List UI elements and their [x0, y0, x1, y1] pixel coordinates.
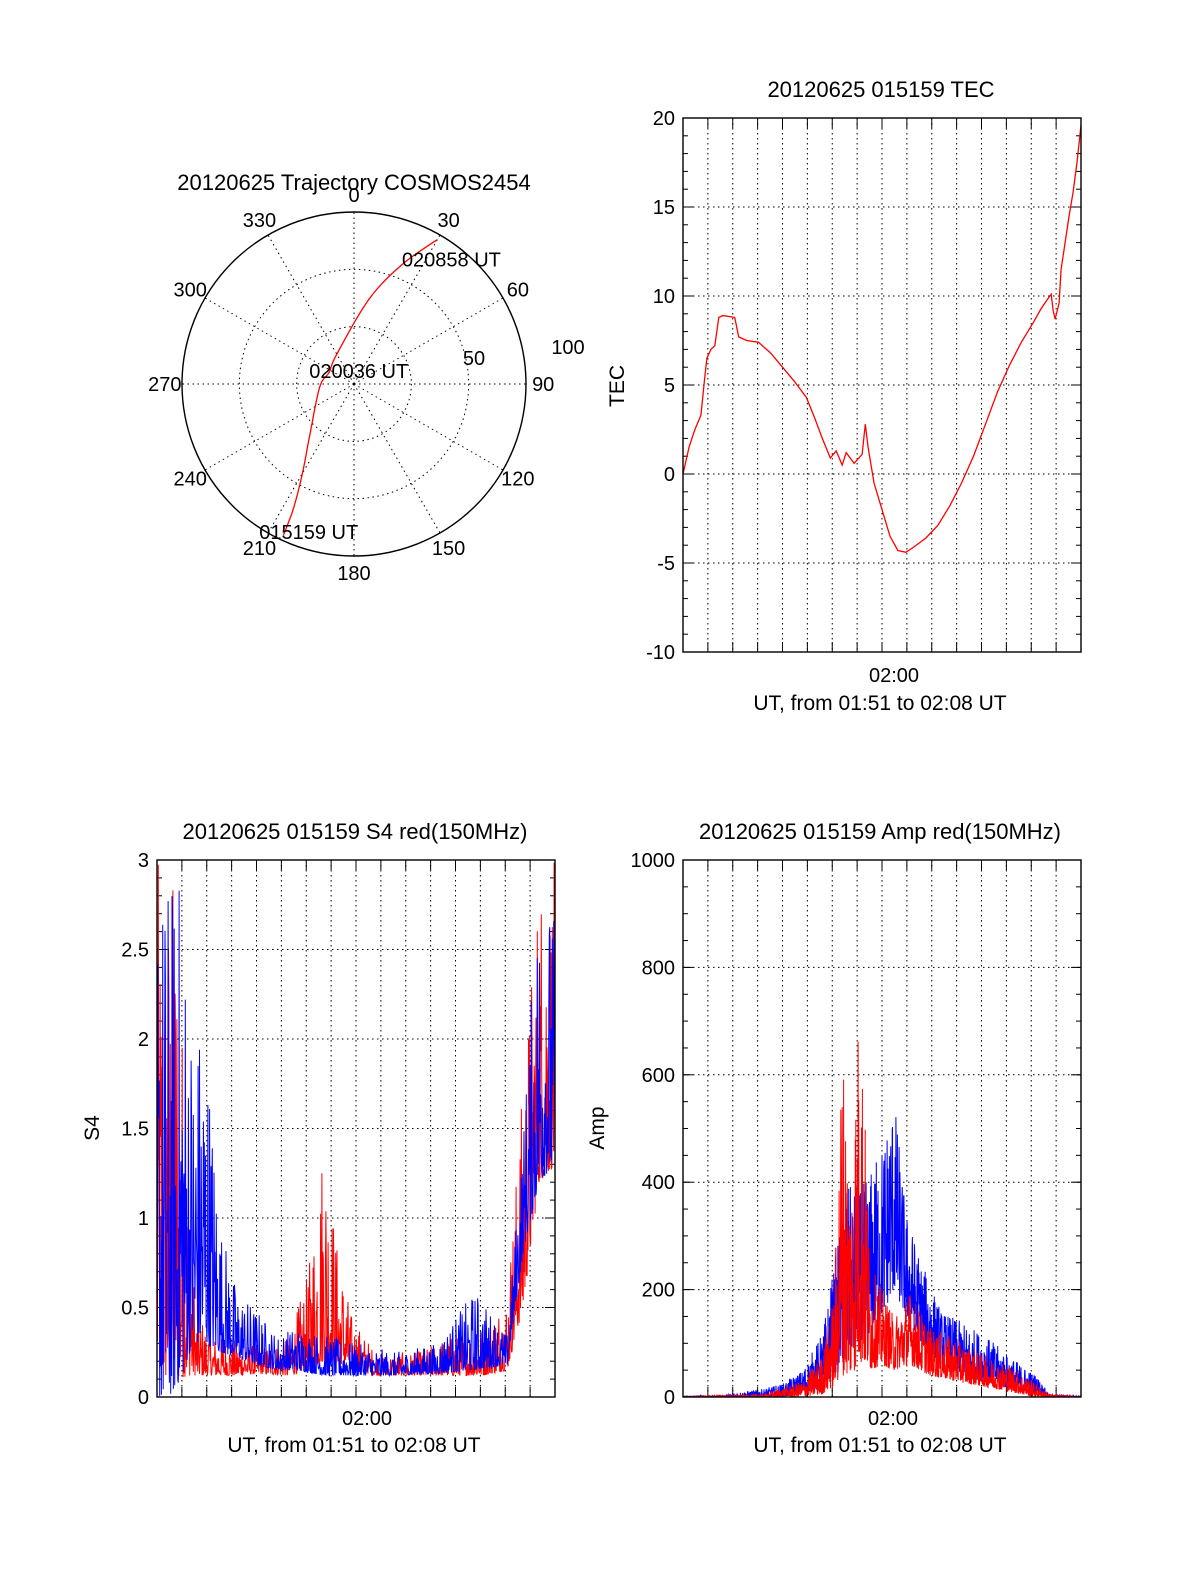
plot-frame [156, 859, 556, 1398]
trajectory-panel: 20120625 Trajectory COSMOS2454 0 30 60 90 12… [148, 170, 585, 585]
tec-xtick: 02:00 [869, 665, 919, 687]
s4-xtick: 02:00 [342, 1408, 392, 1430]
trajectory-line [282, 238, 438, 536]
amp-xlabel: UT, from 01:51 to 02:08 UT [753, 1434, 1006, 1457]
y-tick-label: 20 [653, 108, 675, 130]
trajectory-time-label: 020036 UT [309, 361, 408, 383]
radius-label-100: 100 [551, 337, 584, 359]
y-tick-label: 2.5 [121, 940, 149, 962]
polar-spoke-60 [353, 297, 504, 385]
y-tick-label: 0 [664, 1387, 675, 1409]
polar-spoke-240 [204, 383, 355, 471]
polar-grid [181, 211, 527, 557]
azimuth-label-150: 150 [432, 538, 465, 560]
polar-ring-1 [296, 326, 412, 442]
polar-spoke-330 [267, 234, 355, 385]
y-tick-label: 0 [138, 1387, 149, 1409]
polar-spoke-300 [204, 297, 355, 385]
s4-title: 20120625 015159 S4 red(150MHz) [183, 819, 528, 844]
tec-xlabel: UT, from 01:51 to 02:08 UT [753, 692, 1006, 715]
azimuth-label-330: 330 [243, 210, 276, 232]
amp-xtick: 02:00 [868, 1408, 918, 1430]
y-tick-label: 0.5 [121, 1298, 149, 1320]
amp-ylabel: Amp [586, 1106, 609, 1149]
y-tick-label: 1 [138, 1208, 149, 1230]
polar-spoke-210 [267, 383, 355, 534]
y-tick-label: 1.5 [121, 1119, 149, 1141]
polar-outer-ring [181, 211, 527, 557]
s4-panel: 20120625 015159 S4 red(150MHz) 0 0.5 1 1.5 2… [81, 819, 556, 1457]
s4-plot-area: 0 0.5 1 1.5 2 2.5 3 [121, 850, 556, 1409]
y-tick-label: 0 [664, 464, 675, 486]
trajectory-title: 20120625 Trajectory COSMOS2454 [177, 170, 530, 195]
tec-ylabel: TEC [606, 365, 629, 407]
azimuth-label-240: 240 [173, 469, 206, 491]
tec-plot-area: -10 -5 0 5 10 15 20 [646, 108, 1082, 664]
y-tick-label: 15 [653, 197, 675, 219]
azimuth-label-60: 60 [507, 279, 529, 301]
s4-ylabel: S4 [81, 1115, 104, 1141]
polar-labels: 0 30 60 90 120 150 180 210 240 270 300 330 50 100 [148, 185, 585, 585]
y-tick-label: 2 [138, 1029, 149, 1051]
amp-panel: 20120625 015159 Amp red(150MHz) 0 200 400 6… [586, 819, 1082, 1457]
y-tick-label: 10 [653, 286, 675, 308]
azimuth-label-90: 90 [532, 374, 554, 396]
s4-xlabel: UT, from 01:51 to 02:08 UT [227, 1434, 480, 1457]
plot-frame [682, 117, 1082, 653]
azimuth-label-30: 30 [437, 210, 459, 232]
azimuth-label-300: 300 [173, 279, 206, 301]
y-tick-label: 200 [642, 1280, 675, 1302]
series-line-0 [683, 125, 1081, 553]
amp-plot-area: 0 200 400 600 800 1000 [631, 850, 1082, 1409]
azimuth-label-180: 180 [337, 563, 370, 585]
y-tick-label: 600 [642, 1065, 675, 1087]
trajectory-time-label: 015159 UT [259, 522, 358, 544]
trajectory-time-label: 020858 UT [402, 249, 501, 271]
plot-frame [682, 859, 1082, 1398]
azimuth-label-0: 0 [348, 185, 359, 207]
polar-spoke-150 [353, 383, 441, 534]
y-tick-label: 3 [138, 850, 149, 872]
y-tick-label: 800 [642, 957, 675, 979]
amp-title: 20120625 015159 Amp red(150MHz) [699, 819, 1061, 844]
y-tick-label: 1000 [631, 850, 676, 872]
tec-title: 20120625 015159 TEC [767, 77, 994, 102]
y-tick-label: 400 [642, 1172, 675, 1194]
polar-spoke-30 [353, 234, 441, 385]
y-tick-label: -5 [657, 553, 675, 575]
y-tick-label: 5 [664, 375, 675, 397]
azimuth-label-270: 270 [148, 374, 181, 396]
polar-annotations: 020858 UT 020036 UT 015159 UT [259, 249, 501, 544]
series-line-1 [157, 890, 555, 1397]
azimuth-label-210: 210 [243, 538, 276, 560]
azimuth-label-120: 120 [501, 469, 534, 491]
polar-series [282, 238, 438, 536]
radius-label-50: 50 [463, 348, 485, 370]
y-tick-label: -10 [646, 642, 675, 664]
polar-spoke-120 [353, 383, 504, 471]
tec-panel: 20120625 015159 TEC -10 -5 0 5 10 15 20 TEC 02… [606, 77, 1082, 715]
